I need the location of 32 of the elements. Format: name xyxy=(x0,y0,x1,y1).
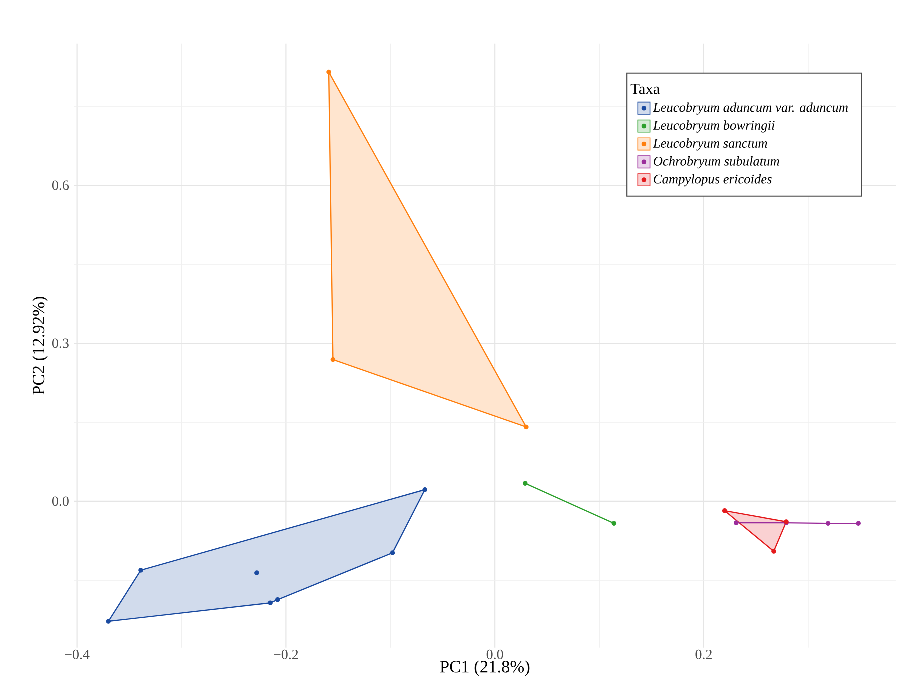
x-tick-label: 0.2 xyxy=(696,650,712,660)
y-tick-label: 0.3 xyxy=(52,338,69,348)
point xyxy=(722,508,728,514)
legend-label: Ochrobryum subulatum xyxy=(654,156,780,169)
point xyxy=(826,521,831,526)
point xyxy=(772,549,776,554)
legend-label: Campylopus ericoides xyxy=(654,174,772,187)
x-tick-label: −0.2 xyxy=(274,650,298,660)
y-axis-title: PC2 (12.92%) xyxy=(32,297,48,395)
point xyxy=(856,521,861,526)
point xyxy=(390,550,396,556)
legend-title: Taxa xyxy=(630,84,660,94)
point xyxy=(106,619,112,624)
point xyxy=(268,600,273,606)
x-tick-label: 0.0 xyxy=(486,650,504,660)
point xyxy=(275,598,280,602)
y-tick-label: 0.0 xyxy=(52,496,69,506)
point xyxy=(522,481,528,486)
point xyxy=(330,357,336,362)
legend-label: Leucobryum bowringii xyxy=(653,120,775,133)
x-axis-title: PC1 (21.8%) xyxy=(440,660,530,676)
point xyxy=(138,568,144,573)
point xyxy=(254,570,260,576)
x-tick-label: −0.4 xyxy=(65,650,90,660)
y-tick-label: 0.6 xyxy=(52,180,70,190)
legend-label: Leucobryum aduncum var. aduncum xyxy=(653,102,848,115)
point xyxy=(612,521,617,526)
legend-label: Leucobryum sanctum xyxy=(653,138,768,151)
point xyxy=(524,424,529,430)
point xyxy=(734,520,739,526)
point xyxy=(422,487,428,492)
point xyxy=(326,70,332,75)
